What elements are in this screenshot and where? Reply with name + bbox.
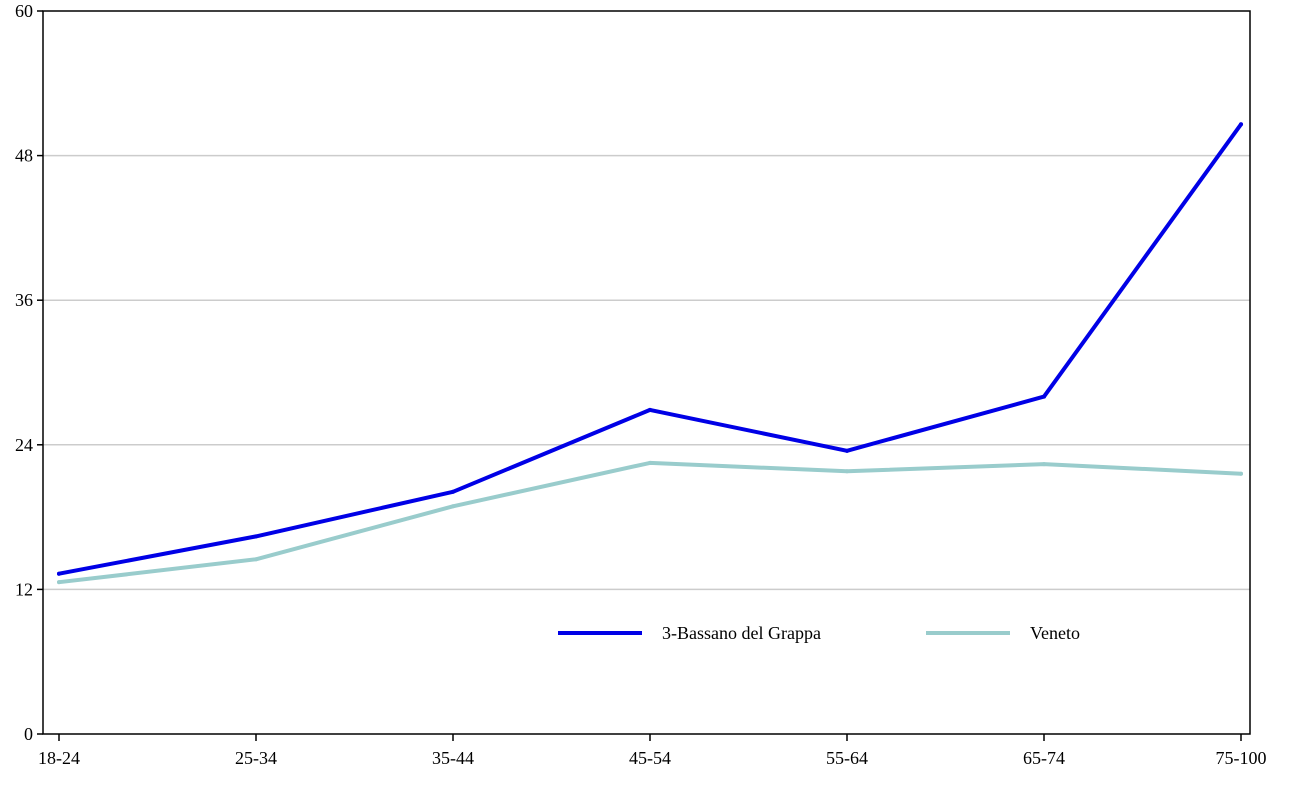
x-tick-label: 45-54: [629, 748, 671, 768]
data-point: [845, 469, 849, 474]
data-point: [451, 504, 455, 509]
x-tick-label: 55-64: [826, 748, 868, 768]
legend: 3-Bassano del Grappa Veneto: [558, 623, 1080, 643]
series-line-1: [57, 460, 1243, 585]
data-point: [1042, 462, 1046, 467]
legend-label-1: Veneto: [1030, 623, 1080, 643]
data-point: [1239, 122, 1243, 127]
x-tick-label: 18-24: [38, 748, 80, 768]
data-point: [254, 557, 258, 562]
data-point: [845, 448, 849, 453]
y-tick-label: 36: [15, 290, 33, 310]
y-axis: 0 12 24 36 48 60: [15, 1, 43, 744]
data-point: [57, 571, 61, 576]
x-tick-label: 25-34: [235, 748, 277, 768]
y-tick-label: 24: [15, 435, 33, 455]
data-point: [57, 580, 61, 585]
y-tick-label: 12: [15, 579, 33, 599]
x-tick-label: 65-74: [1023, 748, 1065, 768]
x-tick-label: 35-44: [432, 748, 474, 768]
x-axis: 18-24 25-34 35-44 45-54 55-64 65-74 75-100: [38, 734, 1267, 768]
series-lines: [57, 122, 1243, 585]
y-tick-label: 0: [24, 724, 33, 744]
data-point: [1239, 471, 1243, 476]
plot-frame: [42, 10, 1251, 735]
y-tick-label: 48: [15, 146, 33, 166]
data-point: [254, 534, 258, 539]
series-line-0: [57, 122, 1243, 576]
y-tick-label: 60: [15, 1, 33, 21]
legend-label-0: 3-Bassano del Grappa: [662, 623, 821, 643]
data-point: [648, 407, 652, 412]
data-point: [451, 489, 455, 494]
gridlines: [43, 154, 1250, 591]
data-point: [1042, 394, 1046, 399]
data-point: [648, 460, 652, 465]
x-tick-label: 75-100: [1216, 748, 1267, 768]
